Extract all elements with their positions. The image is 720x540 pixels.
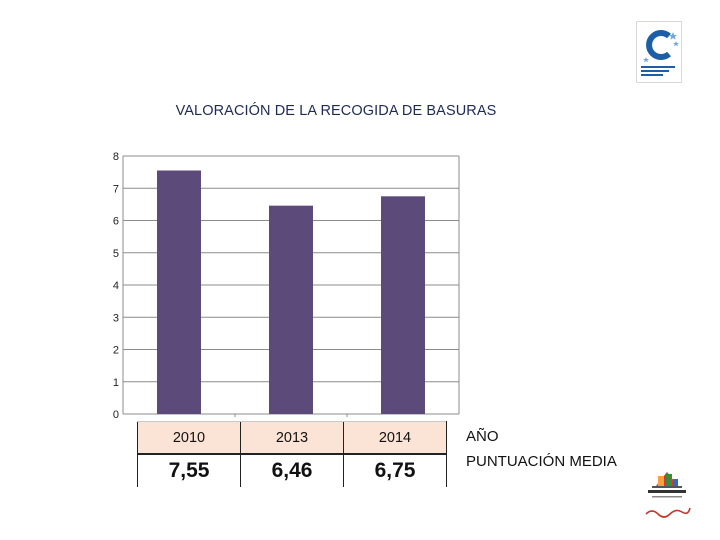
las-torres-logo bbox=[642, 470, 692, 531]
y-tick-label-1: 1 bbox=[113, 377, 119, 389]
value-cell-2010: 7,55 bbox=[137, 454, 241, 487]
confederation-logo-icon bbox=[636, 21, 682, 83]
y-tick-label-2: 2 bbox=[113, 345, 119, 357]
row-label-year: AÑO bbox=[466, 428, 499, 445]
data-table: 2010 2013 2014 7,55 6,46 6,75 bbox=[137, 421, 447, 487]
year-cell-2013: 2013 bbox=[240, 421, 344, 455]
y-tick-label-5: 5 bbox=[113, 248, 119, 260]
y-tick-label-6: 6 bbox=[113, 216, 119, 228]
chart-title: VALORACIÓN DE LA RECOGIDA DE BASURAS bbox=[175, 103, 497, 119]
value-cell-2013: 6,46 bbox=[240, 454, 344, 487]
table-row-years: 2010 2013 2014 bbox=[137, 421, 447, 455]
bar-layer bbox=[157, 170, 425, 414]
table-row-values: 7,55 6,46 6,75 bbox=[137, 454, 447, 487]
bar-2010 bbox=[157, 170, 201, 414]
y-tick-label-0: 0 bbox=[113, 409, 119, 421]
row-label-score: PUNTUACIÓN MEDIA bbox=[466, 453, 617, 470]
confederation-logo bbox=[636, 21, 682, 88]
year-cell-2014: 2014 bbox=[343, 421, 447, 455]
value-cell-2014: 6,75 bbox=[343, 454, 447, 487]
y-tick-label-3: 3 bbox=[113, 312, 119, 324]
y-tick-label-7: 7 bbox=[113, 183, 119, 195]
tick-layer: 0 1 2 3 4 5 6 7 8 bbox=[113, 151, 119, 421]
y-tick-label-4: 4 bbox=[113, 280, 119, 292]
bar-2013 bbox=[269, 205, 313, 414]
y-tick-label-8: 8 bbox=[113, 151, 119, 163]
year-cell-2010: 2010 bbox=[137, 421, 241, 455]
las-torres-logo-icon bbox=[645, 472, 691, 518]
bar-2014 bbox=[381, 196, 425, 414]
